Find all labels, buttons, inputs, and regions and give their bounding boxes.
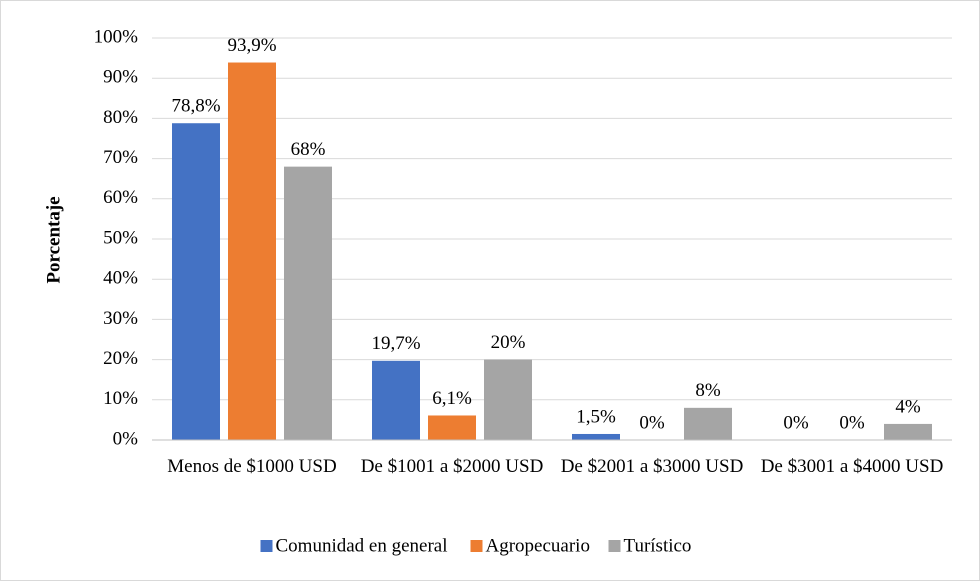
- data-label: 68%: [291, 139, 326, 160]
- data-label: 20%: [491, 332, 526, 353]
- y-tick-label: 80%: [103, 107, 138, 128]
- bar: [172, 123, 220, 440]
- data-label: 0%: [783, 412, 809, 433]
- bar: [372, 360, 420, 440]
- y-tick-label: 30%: [103, 308, 138, 329]
- y-tick-label: 10%: [103, 388, 138, 409]
- y-tick-label: 100%: [94, 26, 139, 47]
- bar: [428, 415, 476, 440]
- bar: [884, 423, 932, 440]
- data-label: 1,5%: [576, 406, 616, 427]
- data-label: 0%: [639, 412, 665, 433]
- data-label: 8%: [695, 380, 721, 401]
- x-tick-label: De $2001 a $3000 USD: [560, 456, 744, 477]
- y-tick-label: 20%: [103, 348, 138, 369]
- bar: [484, 359, 532, 440]
- y-tick-label: 90%: [103, 67, 138, 88]
- legend-swatch: [470, 540, 483, 552]
- bar: [572, 433, 620, 440]
- y-tick-label: 70%: [103, 147, 138, 168]
- y-tick-label: 0%: [113, 428, 139, 449]
- data-label: 6,1%: [432, 388, 472, 409]
- x-tick-label: De $1001 a $2000 USD: [360, 456, 544, 477]
- legend-swatch: [260, 540, 273, 552]
- x-tick-label: Menos de $1000 USD: [167, 456, 337, 477]
- legend-swatch: [608, 540, 621, 552]
- legend-label: Comunidad en general: [276, 535, 448, 556]
- data-label: 0%: [839, 412, 865, 433]
- legend-label: Agropecuario: [486, 535, 590, 556]
- bar: [684, 407, 732, 440]
- legend-label: Turístico: [624, 535, 692, 556]
- data-label: 4%: [895, 396, 921, 417]
- y-axis-title: Porcentaje: [43, 196, 64, 283]
- y-tick-label: 60%: [103, 187, 138, 208]
- data-label: 19,7%: [371, 333, 420, 354]
- data-label: 93,9%: [227, 35, 276, 56]
- y-tick-label: 50%: [103, 227, 138, 248]
- data-label: 78,8%: [171, 96, 220, 117]
- bar: [284, 166, 332, 440]
- y-tick-label: 40%: [103, 268, 138, 289]
- bar: [228, 62, 276, 440]
- x-tick-label: De $3001 a $4000 USD: [760, 456, 944, 477]
